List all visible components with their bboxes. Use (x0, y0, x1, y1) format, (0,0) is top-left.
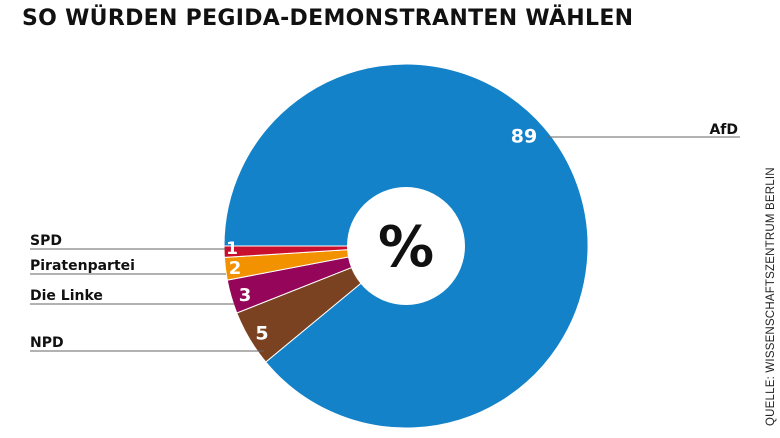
donut-hole (347, 187, 465, 305)
chart-title: SO WÜRDEN PEGIDA-DEMONSTRANTEN WÄHLEN (22, 6, 634, 31)
category-label-spd: SPD (30, 233, 62, 249)
leader-lines (30, 136, 740, 352)
percent-symbol: % (378, 215, 434, 280)
value-label-piratenpartei: 2 (229, 258, 242, 279)
value-label-spd: 1 (226, 239, 238, 259)
category-label-piratenpartei: Piratenpartei (30, 258, 135, 274)
value-label-npd: 5 (255, 323, 268, 345)
source-note: QUELLE: WISSENSCHAFTSZENTRUM BERLIN (765, 167, 777, 426)
value-label-afd: 89 (511, 126, 537, 148)
category-label-die-linke: Die Linke (30, 288, 103, 304)
category-labels: AfD SPD Piratenpartei Die Linke NPD (30, 122, 738, 351)
category-label-npd: NPD (30, 335, 64, 351)
value-label-die-linke: 3 (239, 285, 252, 306)
category-label-afd: AfD (709, 122, 738, 138)
slice-value-labels: 89 12 35 (226, 126, 537, 345)
